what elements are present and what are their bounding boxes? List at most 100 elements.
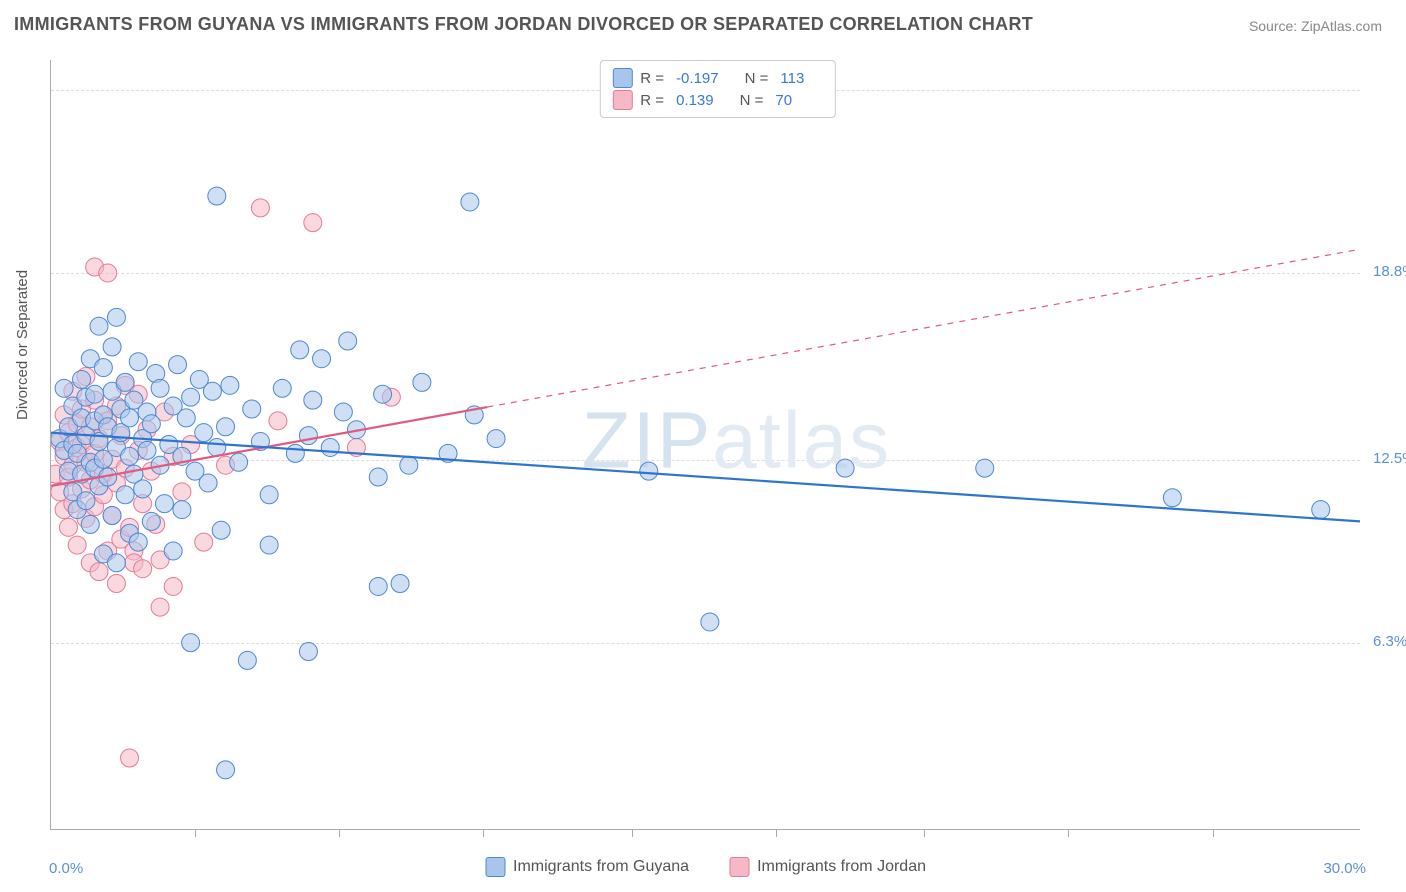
legend-stats: R = -0.197 N = 113 R = 0.139 N = 70 (599, 60, 835, 118)
scatter-point (339, 332, 357, 350)
scatter-point (142, 512, 160, 530)
scatter-point (217, 418, 235, 436)
scatter-point (321, 438, 339, 456)
scatter-point (134, 480, 152, 498)
scatter-point (221, 376, 239, 394)
scatter-point (640, 462, 658, 480)
scatter-point (1312, 501, 1330, 519)
scatter-point (59, 518, 77, 536)
scatter-point (374, 385, 392, 403)
y-tick-label: 12.5% (1373, 450, 1406, 467)
scatter-point (107, 575, 125, 593)
n-label: N = (745, 70, 769, 87)
scatter-point (173, 501, 191, 519)
scatter-point (121, 409, 139, 427)
scatter-point (86, 385, 104, 403)
x-tick-label-max: 30.0% (1323, 860, 1366, 877)
legend-stats-row-guyana: R = -0.197 N = 113 (612, 68, 822, 88)
x-tick (339, 829, 340, 837)
y-tick-label: 6.3% (1373, 633, 1406, 650)
scatter-point (212, 521, 230, 539)
scatter-point (199, 474, 217, 492)
scatter-point (369, 577, 387, 595)
scatter-point (230, 453, 248, 471)
legend-label-jordan: Immigrants from Jordan (757, 858, 926, 876)
x-tick-label-min: 0.0% (49, 860, 83, 877)
x-tick (1068, 829, 1069, 837)
scatter-point (138, 441, 156, 459)
scatter-point (217, 761, 235, 779)
scatter-point (299, 643, 317, 661)
r-label: R = (640, 70, 664, 87)
scatter-svg (51, 60, 1360, 829)
scatter-point (400, 456, 418, 474)
legend-label-guyana: Immigrants from Guyana (513, 858, 689, 876)
scatter-point (129, 533, 147, 551)
n-value-jordan: 70 (775, 92, 792, 109)
scatter-point (313, 350, 331, 368)
swatch-guyana (612, 68, 632, 88)
trendline-dashed (487, 249, 1360, 407)
scatter-point (164, 542, 182, 560)
r-value-guyana: -0.197 (676, 70, 719, 87)
plot-area: ZIPatlas R = -0.197 N = 113 R = 0.139 N … (50, 60, 1360, 830)
scatter-point (155, 495, 173, 513)
scatter-point (273, 379, 291, 397)
x-tick (483, 829, 484, 837)
scatter-point (103, 338, 121, 356)
scatter-point (142, 415, 160, 433)
scatter-point (701, 613, 719, 631)
scatter-point (151, 379, 169, 397)
scatter-point (177, 409, 195, 427)
scatter-point (286, 444, 304, 462)
scatter-point (68, 536, 86, 554)
y-tick-label: 18.8% (1373, 263, 1406, 280)
legend-stats-row-jordan: R = 0.139 N = 70 (612, 90, 822, 110)
x-tick (924, 829, 925, 837)
scatter-point (304, 214, 322, 232)
scatter-point (182, 388, 200, 406)
scatter-point (251, 199, 269, 217)
n-value-guyana: 113 (780, 70, 804, 87)
scatter-point (369, 468, 387, 486)
scatter-point (103, 506, 121, 524)
scatter-point (134, 560, 152, 578)
scatter-point (107, 554, 125, 572)
scatter-point (299, 427, 317, 445)
scatter-point (129, 353, 147, 371)
scatter-point (413, 373, 431, 391)
source-label: Source: ZipAtlas.com (1249, 18, 1382, 34)
legend-series: Immigrants from Guyana Immigrants from J… (485, 857, 926, 877)
scatter-point (976, 459, 994, 477)
chart-title: IMMIGRANTS FROM GUYANA VS IMMIGRANTS FRO… (14, 14, 1033, 35)
legend-item-jordan: Immigrants from Jordan (729, 857, 926, 877)
scatter-point (269, 412, 287, 430)
scatter-point (195, 533, 213, 551)
scatter-point (836, 459, 854, 477)
scatter-point (461, 193, 479, 211)
x-tick (632, 829, 633, 837)
scatter-point (107, 308, 125, 326)
n-label: N = (740, 92, 764, 109)
scatter-point (90, 317, 108, 335)
scatter-point (391, 575, 409, 593)
scatter-point (116, 373, 134, 391)
scatter-point (304, 391, 322, 409)
legend-item-guyana: Immigrants from Guyana (485, 857, 689, 877)
scatter-point (116, 486, 134, 504)
scatter-point (77, 492, 95, 510)
scatter-point (94, 359, 112, 377)
y-axis-label: Divorced or Separated (14, 270, 31, 420)
scatter-point (260, 486, 278, 504)
x-tick (776, 829, 777, 837)
swatch-guyana (485, 857, 505, 877)
scatter-point (81, 515, 99, 533)
scatter-point (121, 749, 139, 767)
scatter-point (73, 370, 91, 388)
scatter-point (291, 341, 309, 359)
scatter-point (203, 382, 221, 400)
x-tick (195, 829, 196, 837)
scatter-point (169, 356, 187, 374)
r-label: R = (640, 92, 664, 109)
scatter-point (121, 447, 139, 465)
